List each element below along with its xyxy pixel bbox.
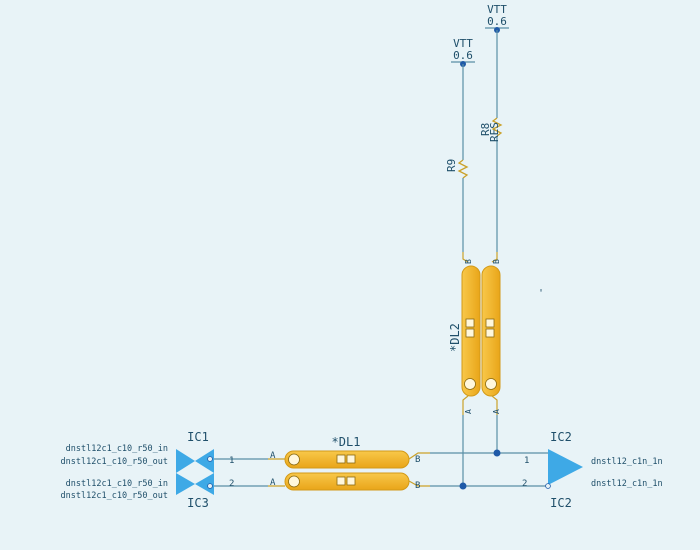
pin-b-label: B [415,455,420,465]
pin-2-label: 2 [522,479,527,489]
vtt-supply-right: VTT 0.6 [485,3,509,118]
ic3-ref: IC3 [187,496,209,510]
pin-b-label: B [464,259,473,264]
pin-a-label: A [464,409,473,414]
pin-2-label: 2 [229,479,234,489]
net-junction [493,449,501,457]
net-label: dnstl12c1_c10_r50_out [61,457,168,467]
dl1-ref: *DL1 [332,435,361,449]
ic1-ref: IC1 [187,430,209,444]
vtt-supply-left: VTT 0.6 [451,37,475,160]
ic2-ref: IC2 [550,430,572,444]
vtt-value: 0.6 [487,15,507,28]
pin-1-label: 1 [524,456,529,466]
net-label: dnstl12_c1n_1n [591,457,663,467]
buffer-ic2[interactable]: IC2 IC2 1 2 dnstl12_c1n_1n dnstl12_c1n_1… [522,430,663,510]
resistor-ref: R9 [445,159,458,172]
pin-a-label: A [270,478,276,488]
pin-1-label: 1 [229,456,234,466]
net-label: dnstl12_c1n_1n [591,479,663,489]
pin-b-label: B [492,259,501,264]
resistor-r9[interactable]: R9 [445,159,469,252]
resistor-value: RES [488,122,501,142]
pin-a-label: A [270,451,276,461]
vtt-label: VTT [487,3,507,16]
net-label: dnstl12c1_c10_r50_in [66,479,168,489]
net-label: dnstl12c1_c10_r50_in [66,444,168,454]
stray-mark: ' [538,288,544,299]
buffer-ic1-ic3[interactable]: IC1 IC3 1 2 dnstl12c1_c10_r50_in dnstl12… [61,430,235,510]
vtt-value: 0.6 [453,49,473,62]
resistor-r8[interactable]: R8 RES [479,117,503,252]
vtt-label: VTT [453,37,473,50]
dl2-ref: *DL2 [448,323,462,352]
delay-line-dl1[interactable]: *DL1 A A B B [268,435,430,491]
pin-a-label: A [492,409,501,414]
net-junction [459,482,467,490]
net-label: dnstl12c1_c10_r50_out [61,491,168,501]
resistor-ref: R8 [479,123,492,136]
pin-b-label: B [415,481,420,491]
delay-line-dl2[interactable]: B B A A *DL2 [448,252,501,415]
ic2-ref: IC2 [550,496,572,510]
